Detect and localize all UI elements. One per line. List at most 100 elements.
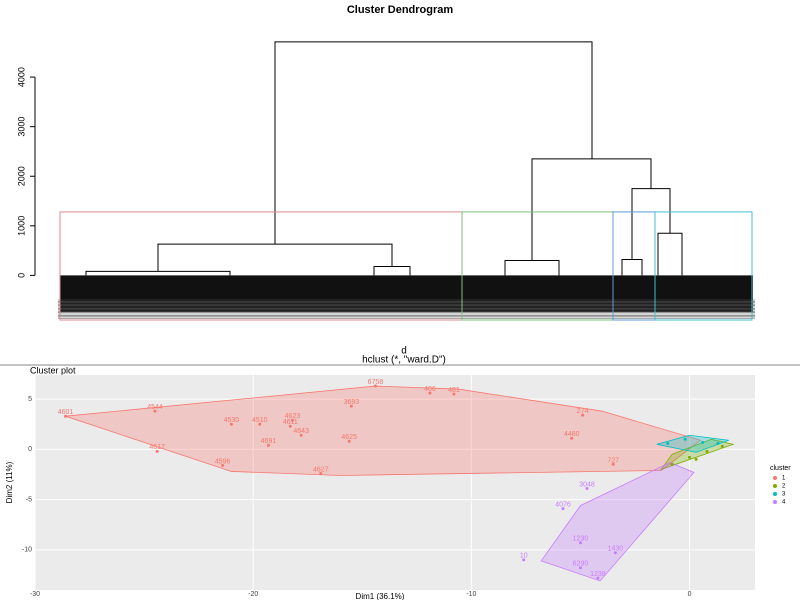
cluster-box <box>654 211 753 321</box>
cluster-hull <box>65 385 702 476</box>
subtitle: hclust (*, "ward.D") <box>362 355 446 366</box>
point-label: 4596 <box>215 458 231 465</box>
y-axis-label: Dim2 (11%) <box>5 461 14 503</box>
x-tick-label: -10 <box>466 591 476 598</box>
point <box>578 541 582 545</box>
merge <box>657 232 683 276</box>
merge <box>373 265 411 276</box>
point-label: 481 <box>448 387 460 394</box>
x-tick-label: -30 <box>30 591 40 598</box>
y-tick-label: 0 <box>16 273 26 278</box>
cluster-hull <box>656 434 729 453</box>
point <box>705 449 709 453</box>
point <box>522 558 526 562</box>
point <box>288 424 292 428</box>
point <box>561 507 565 511</box>
cluster-hull <box>660 438 735 471</box>
point <box>613 551 617 555</box>
point-label: 4530 <box>224 417 240 424</box>
y-tick-label: 0 <box>28 446 32 453</box>
point <box>596 576 600 580</box>
point-label: 4691 <box>261 438 277 445</box>
legend-label: 4 <box>782 500 786 506</box>
point <box>290 418 294 422</box>
leaf-band <box>60 275 753 312</box>
legend-swatch <box>773 476 777 480</box>
point <box>585 487 589 491</box>
y-tick-label: 1000 <box>16 216 26 236</box>
point <box>221 463 225 467</box>
point-label: 4625 <box>341 434 357 441</box>
y-tick-label: 5 <box>28 396 32 403</box>
point-label: 4617 <box>149 444 165 451</box>
x-tick-label: 0 <box>688 591 692 598</box>
legend-label: 2 <box>782 484 786 490</box>
merge <box>157 243 393 272</box>
point <box>153 409 157 413</box>
merge <box>531 158 652 261</box>
legend-swatch <box>773 500 777 504</box>
cluster-hull <box>540 461 695 582</box>
point-label: 1230 <box>573 536 589 543</box>
point-label: 4076 <box>555 501 571 508</box>
merge <box>85 270 231 276</box>
y-tick-label: 2000 <box>16 166 26 186</box>
point-label: 274 <box>577 408 589 415</box>
point-label: 3693 <box>344 399 360 406</box>
point <box>319 471 323 475</box>
point-label: 4623 <box>285 413 301 420</box>
y-tick-label: -5 <box>26 496 32 503</box>
legend-label: 3 <box>782 492 786 498</box>
legend-swatch <box>773 484 777 488</box>
point <box>452 392 456 396</box>
point <box>578 566 582 570</box>
point-label: 3048 <box>579 481 595 488</box>
point <box>64 414 68 418</box>
chart-title: Cluster Dendrogram <box>347 4 454 16</box>
point <box>720 444 724 448</box>
point <box>266 443 270 447</box>
x-tick-label: -20 <box>248 591 258 598</box>
point <box>229 422 233 426</box>
point <box>694 457 698 461</box>
point <box>688 455 692 459</box>
point <box>570 436 574 440</box>
point-label: 4480 <box>564 431 580 438</box>
point <box>155 449 159 453</box>
merge <box>504 260 560 276</box>
point <box>349 404 353 408</box>
point-label: 4643 <box>293 428 309 435</box>
point <box>428 391 432 395</box>
point <box>683 437 687 441</box>
point <box>701 440 705 444</box>
y-tick-label: 4000 <box>16 67 26 87</box>
x-axis-label: Dim1 (36.1%) <box>356 592 405 600</box>
point <box>258 422 262 426</box>
point-label: 6290 <box>573 561 589 568</box>
point <box>716 441 720 445</box>
point-label: 1430 <box>608 546 624 553</box>
legend-swatch <box>773 492 777 496</box>
point-label: 4510 <box>252 417 268 424</box>
point <box>299 433 303 437</box>
point <box>581 413 585 417</box>
point-label: 10 <box>520 553 528 560</box>
merge <box>621 259 643 276</box>
point <box>373 384 377 388</box>
point-label: 4627 <box>313 466 329 473</box>
legend-title: cluster <box>770 465 791 472</box>
point-label: 6758 <box>368 379 384 386</box>
point-label: 4601 <box>58 409 74 416</box>
merge <box>631 188 671 260</box>
x-axis-label: d <box>401 346 407 357</box>
point <box>611 462 615 466</box>
point-label: 4611 <box>283 419 298 426</box>
point-label: 1238 <box>590 571 606 578</box>
y-tick-label: 3000 <box>16 117 26 137</box>
legend-label: 1 <box>782 476 786 482</box>
chart-title: Cluster plot <box>30 365 76 375</box>
point <box>347 439 351 443</box>
point <box>666 441 670 445</box>
point <box>670 462 674 466</box>
